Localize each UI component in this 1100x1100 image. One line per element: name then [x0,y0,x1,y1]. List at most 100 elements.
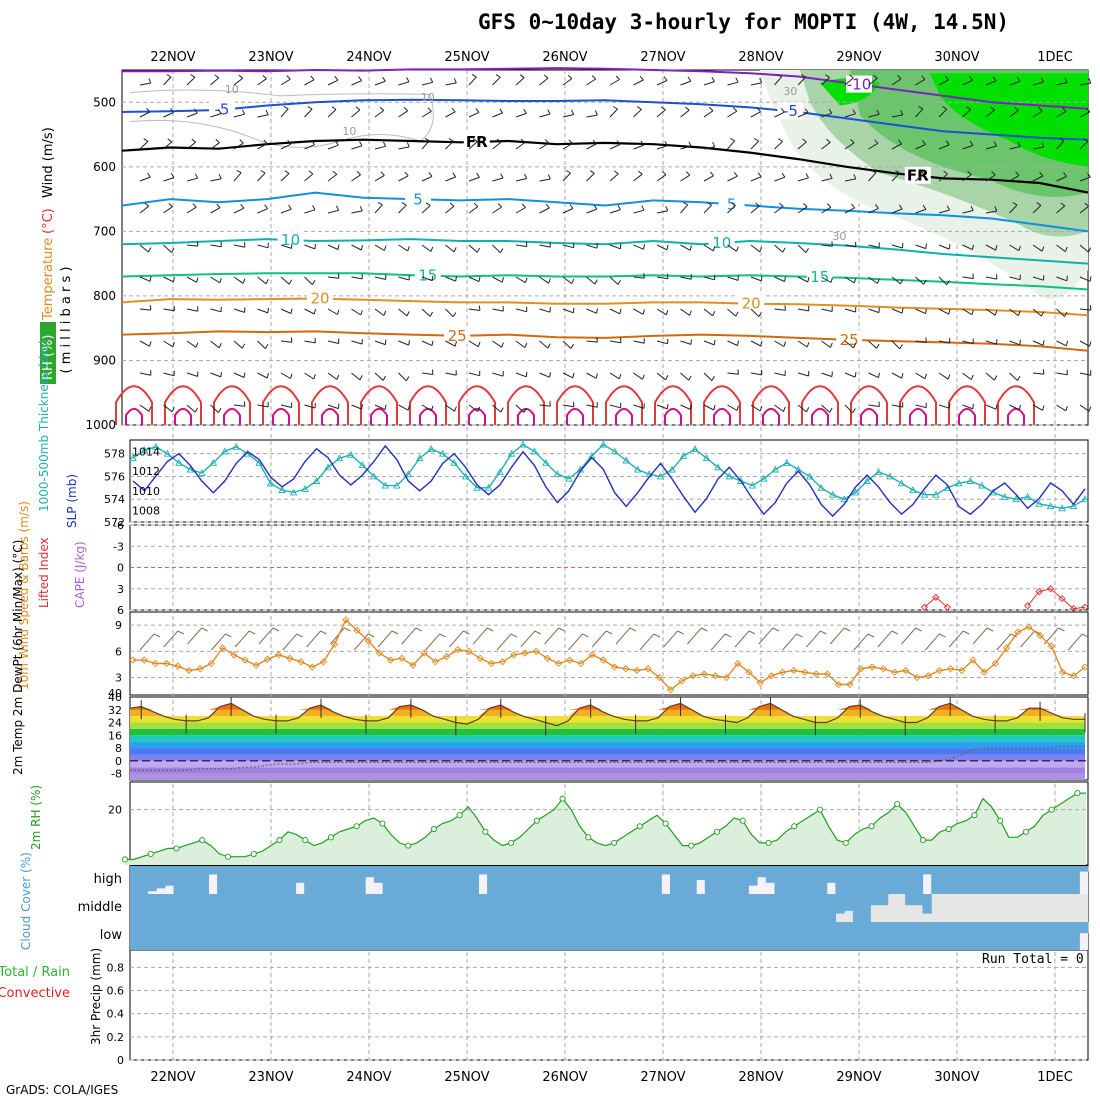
cloud-bar-high [1018,866,1028,894]
cloud-bar-high [295,866,305,883]
isotherm-label: 10 [712,234,731,252]
wind-barb-flag [806,342,810,348]
wind-barb-shaft [703,276,715,281]
wind-barb-shaft [1009,308,1019,317]
cloud-bar-low [565,922,575,950]
wind-barb-shaft [915,208,927,214]
wind10m-barb-flag [486,627,494,632]
thickness-point [725,472,734,480]
wind-barb-shaft [492,76,501,86]
cloud-bar-middle [164,894,175,922]
cloud-bar-middle [321,894,331,922]
wind-barb-flag [758,312,762,317]
wind10m-barb-flag [1010,633,1018,638]
wind10m-point [498,658,507,666]
wind-barb-flag [642,309,645,315]
cloud-bar-high [530,866,540,894]
thickness-tick-label: 574 [104,493,125,506]
wind-barb-shaft [492,372,504,377]
wind-barb-flag [919,170,924,175]
cloud-bar-high [931,866,941,894]
wind-barb-flag [948,309,951,315]
wind-barb-shaft [233,244,245,248]
slp-ylabel: SLP (mb) [65,474,79,528]
wind10m-barb [806,630,821,648]
cloud-bar-high [426,866,436,894]
wind10m-point [196,665,204,673]
isotherm-line-15 [121,272,1089,291]
cloud-bar-high [330,866,340,894]
cloud-bar-middle [670,894,680,922]
wind-barb-shaft [186,112,198,118]
wind-barb-shaft [539,113,551,118]
wind-barb-flag [852,109,856,115]
wind-barb-shaft [445,340,456,347]
cloud-bar-low [722,922,732,950]
cloud-bar-high [765,866,776,883]
wind-barb-shaft [257,114,269,118]
wind-barb-flag [311,280,316,285]
cloud-bar-low [400,922,410,950]
wind-barb-shaft [515,404,525,413]
cloud-bar-middle [365,894,375,922]
wind-tick-label: 6 [115,645,122,658]
wind-barb-flag [617,205,621,210]
wind-barb-shaft [327,372,338,380]
wind-barb-shaft [139,205,150,214]
wind-barb-flag [524,342,528,348]
cloud-bar-low [1018,922,1028,950]
cloud-bar-middle [713,894,723,922]
wind-barb-flag [472,138,478,143]
wind-barb-shaft [891,143,902,150]
cloud-bar-middle [582,894,593,922]
wind-barb-flag [172,276,175,282]
isotherm-line-5 [121,191,1089,233]
surface-temp-contour [703,385,741,425]
cloud-bar-high [635,866,645,894]
cloud-bar-low [879,922,889,950]
wind-barb-shaft [680,308,690,316]
temp-color-band [130,735,1085,742]
bottom-date-label: 23NOV [248,1070,293,1085]
wind-barb-flag [471,73,477,78]
wind-barb-flag [476,172,480,178]
cloud-bar-low [704,922,715,950]
top-date-label: 30NOV [934,50,979,65]
cloud-bar-middle [635,894,645,922]
wind-barb-shaft [539,142,549,150]
cloud-bar-high [321,866,331,894]
wind-barb-flag [969,76,973,81]
wind-barb-shaft [938,79,949,86]
wind-barb-shaft [915,308,926,315]
bottom-date-label: 24NOV [346,1070,391,1085]
bottom-date-label: 28NOV [738,1070,783,1085]
wind-barb-shaft [680,145,692,150]
wind-barb-shaft [774,308,786,311]
wind-barb-flag [478,276,481,282]
wind-barb-shaft [1032,276,1044,281]
wind-barb-flag [876,278,880,284]
wind-barb-flag [217,109,222,114]
wind-barb-shaft [492,276,503,283]
cloud-level-label: middle [78,900,122,915]
wind-barb-shaft [1032,372,1044,375]
wind-barb-flag [519,74,525,79]
wind10m-point [510,651,518,659]
wind10m-barb-flag [843,627,851,632]
wind10m-point [734,659,742,668]
wind-barb-shaft [327,404,339,410]
wind10m-point [465,647,473,655]
wind-barb-flag [501,342,504,348]
cloud-bar-low [582,922,593,950]
wind-barb-flag [240,203,245,209]
wind-barb-shaft [374,174,385,182]
wind-barb-shaft [233,172,242,182]
cloud-bar-low [626,922,636,950]
top-date-label: 29NOV [836,50,881,65]
wind-barb-flag [499,248,504,254]
cloud-bar-middle [774,894,784,922]
wind-barb-shaft [985,210,997,214]
bottom-date-label: 30NOV [934,1070,979,1085]
